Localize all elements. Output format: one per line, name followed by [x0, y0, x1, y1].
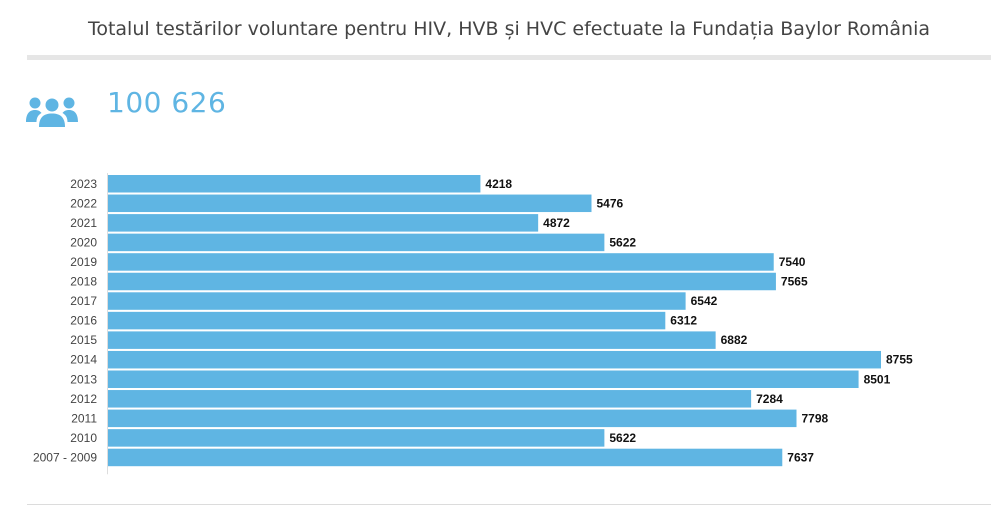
category-tick-label: 2021	[70, 216, 97, 230]
bar[interactable]	[108, 194, 592, 213]
category-tick-label: 2018	[70, 275, 97, 289]
bar[interactable]	[108, 429, 605, 447]
bar[interactable]	[108, 233, 605, 252]
category-tick-label: 2012	[70, 392, 97, 406]
data-label: 7565	[781, 275, 808, 289]
bar[interactable]	[108, 390, 752, 408]
data-label: 6882	[721, 333, 748, 347]
data-label: 5476	[596, 196, 623, 210]
category-tick-label: 2016	[70, 314, 97, 328]
bottom-divider	[27, 504, 991, 505]
bar[interactable]	[108, 311, 666, 330]
bar[interactable]	[108, 370, 859, 389]
chart-title: Totalul testărilor voluntare pentru HIV,…	[87, 18, 931, 40]
bar[interactable]	[108, 350, 881, 369]
data-label: 7798	[802, 411, 829, 425]
data-label: 4218	[485, 177, 512, 191]
bar[interactable]	[108, 331, 716, 349]
bar[interactable]	[108, 292, 686, 310]
total-tests-value: 100 626	[107, 86, 227, 119]
bar[interactable]	[108, 214, 539, 232]
data-label: 6312	[670, 314, 697, 328]
category-tick-label: 2013	[70, 372, 97, 386]
category-tick-label: 2007 - 2009	[33, 450, 97, 464]
data-label: 5622	[609, 235, 636, 249]
category-tick-label: 2020	[70, 235, 97, 249]
category-tick-label: 2017	[70, 294, 97, 308]
category-tick-label: 2023	[70, 177, 97, 191]
category-tick-label: 2010	[70, 431, 97, 445]
bar[interactable]	[108, 448, 783, 467]
bar[interactable]	[108, 175, 481, 193]
data-label: 5622	[609, 431, 636, 445]
data-label: 7284	[756, 392, 783, 406]
data-label: 7637	[787, 450, 814, 464]
bar[interactable]	[108, 409, 797, 428]
category-tick-label: 2022	[70, 196, 97, 210]
category-tick-label: 2015	[70, 333, 97, 347]
title-divider	[27, 55, 991, 60]
data-label: 4872	[543, 216, 570, 230]
data-label: 8755	[886, 353, 913, 367]
category-tick-label: 2011	[71, 411, 97, 425]
category-tick-label: 2019	[70, 255, 97, 269]
data-label: 8501	[864, 372, 891, 386]
category-tick-label: 2014	[70, 353, 97, 367]
bar[interactable]	[108, 253, 774, 271]
data-label: 7540	[779, 255, 806, 269]
data-label: 6542	[691, 294, 718, 308]
bar[interactable]	[108, 272, 776, 291]
users-group-icon	[26, 97, 78, 127]
